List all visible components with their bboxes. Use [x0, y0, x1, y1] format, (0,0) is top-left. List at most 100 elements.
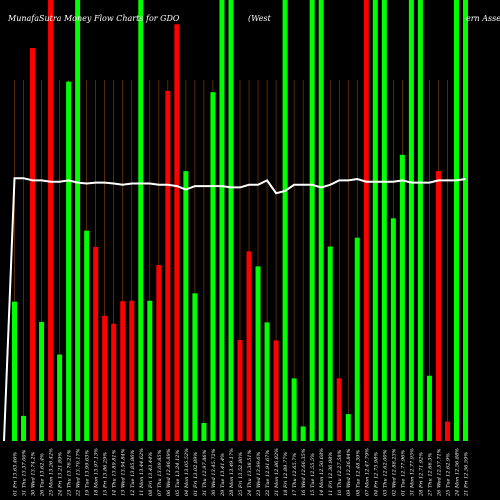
bar-bull	[210, 92, 216, 441]
bar-bull	[39, 321, 45, 441]
date-tick-label: 05 Tue 13.24.12%	[175, 450, 181, 496]
bar-bull	[345, 414, 351, 441]
date-tick-label: 24 Mon 12.56.88%	[454, 448, 460, 497]
bar-bull	[21, 415, 27, 441]
chart-title: MunafaSutra Money Flow Charts for GDO	[7, 14, 180, 23]
date-tick-label: 09 Wed 12.26.84%	[346, 448, 352, 496]
date-tick-label: 25 Fri 13.52.80%	[238, 452, 244, 497]
date-tick-label: 25 Tue 12.62.9%	[445, 453, 451, 497]
bar-bull	[417, 0, 423, 441]
date-labels: 01 Fri 13.63.46% 31 Thu 13.37.00% 30 Wed 1…	[13, 448, 470, 497]
date-tick-label: 14 Thu 13.89.81%	[112, 449, 118, 496]
bar-bear	[363, 0, 369, 441]
date-tick-label: 31 Thu 12.97.86%	[202, 449, 208, 496]
date-tick-label: 24 Thu 13.38.51%	[247, 449, 253, 497]
bar-bear	[120, 301, 126, 441]
date-tick-label: 13 Wed 13.94.84%	[121, 448, 127, 496]
bar-bull	[138, 0, 144, 441]
date-tick-label: 26 Tue 13.62.4%	[40, 453, 46, 497]
money-flow-line	[3, 177, 466, 442]
bar-bull	[75, 0, 81, 441]
date-tick-label: 03 Thu 12.62.00%	[382, 449, 388, 496]
date-tick-label: 18 Mon 13.97.13%	[94, 448, 100, 496]
date-tick-label: 10 Thu 12.27.58%	[337, 449, 343, 496]
date-tick-label: 07 Mon 12.47.79%	[364, 448, 370, 496]
bar-bear	[93, 246, 99, 441]
bar-bear	[165, 90, 171, 441]
bar-bull	[66, 81, 72, 442]
chart-subtitle-right: ern Asse	[466, 14, 500, 23]
date-tick-label: 21 Fri 12.56.59%	[464, 452, 470, 497]
date-tick-label: 22 Wed 13.70.17%	[76, 448, 82, 497]
date-tick-label: 16 Wed 12.66.35%	[301, 448, 307, 496]
date-tick-label: 25 Mon 13.26.42%	[49, 448, 55, 497]
bar-bull	[327, 246, 333, 441]
bar-bull	[192, 293, 198, 441]
bar-bear	[444, 421, 450, 441]
bar-bull	[84, 230, 90, 441]
date-tick-label: 29 Tue 13.41.4%	[220, 453, 226, 497]
date-tick-label: 01 Tue 12.77.96%	[400, 450, 406, 496]
bar-bull	[57, 354, 63, 441]
bar-bear	[336, 378, 342, 441]
date-tick-label: 21 Mon 12.86.82%	[274, 448, 280, 497]
date-tick-label: 30 Wed 13.74.2%	[31, 451, 37, 496]
date-tick-label: 26 Wed 12.57.71%	[436, 448, 442, 497]
bar-bear	[174, 24, 180, 441]
bar-bull	[463, 0, 468, 441]
date-tick-label: 08 Fri 13.43.44%	[148, 452, 154, 496]
bar-bear	[156, 265, 162, 441]
bar-bear	[246, 251, 252, 441]
date-tick-label: 11 Fri 12.36.98%	[328, 452, 334, 496]
date-tick-label: 23 Thu 13.76.21%	[67, 449, 73, 497]
bar-bear	[435, 171, 441, 441]
bar-bear	[273, 340, 279, 441]
bar-bear	[30, 48, 36, 441]
date-tick-label: 08 Tue 12.48.39%	[355, 450, 361, 496]
chart-subtitle-left: (West	[248, 14, 272, 23]
date-tick-label: 01 Fri 13.63.46%	[13, 452, 19, 496]
date-tick-label: 18 Fri 12.89.77%	[283, 452, 289, 496]
date-tick-label: 12 Tue 13.85.86%	[130, 450, 136, 496]
date-tick-label: 30 Wed 13.45.72%	[211, 448, 217, 496]
date-tick-label: 28 Fri 12.71.92%	[418, 452, 424, 497]
date-tick-label: 06 Wed 12.86.89%	[166, 448, 172, 496]
bar-bull	[183, 171, 189, 441]
bar-bear	[129, 300, 135, 441]
bar-bear	[111, 323, 117, 441]
date-tick-label: 15 Fri 13.86.29%	[103, 452, 109, 496]
bar-bear	[48, 0, 54, 441]
date-tick-label: 14 Mon 12.50.68%	[319, 448, 325, 496]
date-tick-label: 31 Thu 13.37.00%	[22, 449, 28, 496]
bars-layer	[12, 0, 468, 442]
bar-bull	[381, 0, 387, 441]
bar-bull	[201, 422, 207, 441]
bar-bull	[372, 0, 378, 441]
date-tick-label: 24 Fri 13.21.89%	[58, 452, 64, 497]
date-tick-label: 11 Mon 13.44.62%	[139, 448, 145, 496]
bar-bull	[255, 266, 261, 441]
bar-bull	[408, 0, 414, 441]
date-tick-label: 02 Wed 12.88.23%	[391, 448, 397, 496]
bar-bear	[102, 315, 108, 441]
bar-bull	[12, 301, 17, 441]
bar-bull	[390, 218, 396, 441]
bar-bull	[147, 300, 153, 441]
date-tick-label: 23 Wed 13.99.6%	[256, 451, 262, 497]
bar-bull	[354, 237, 360, 441]
date-tick-label: 01 Fri 13.02.89%	[193, 452, 199, 496]
bar-bull	[399, 154, 405, 441]
date-tick-label: 04 Fri 12.73.98%	[373, 452, 379, 496]
bar-bull	[219, 0, 225, 441]
bar-bull	[318, 0, 324, 441]
bar-bull	[264, 322, 270, 441]
bar-bull	[453, 0, 459, 441]
bar-bull	[426, 375, 432, 441]
bar-bull	[228, 0, 234, 441]
date-tick-label: 07 Thu 13.09.85%	[157, 449, 163, 496]
bar-bull	[282, 0, 288, 441]
date-tick-label: 31 Mon 12.77.95%	[409, 448, 415, 496]
date-tick-label: 04 Mon 13.05.52%	[184, 448, 190, 496]
date-tick-label: 15 Tue 12.55.5%	[310, 453, 316, 496]
